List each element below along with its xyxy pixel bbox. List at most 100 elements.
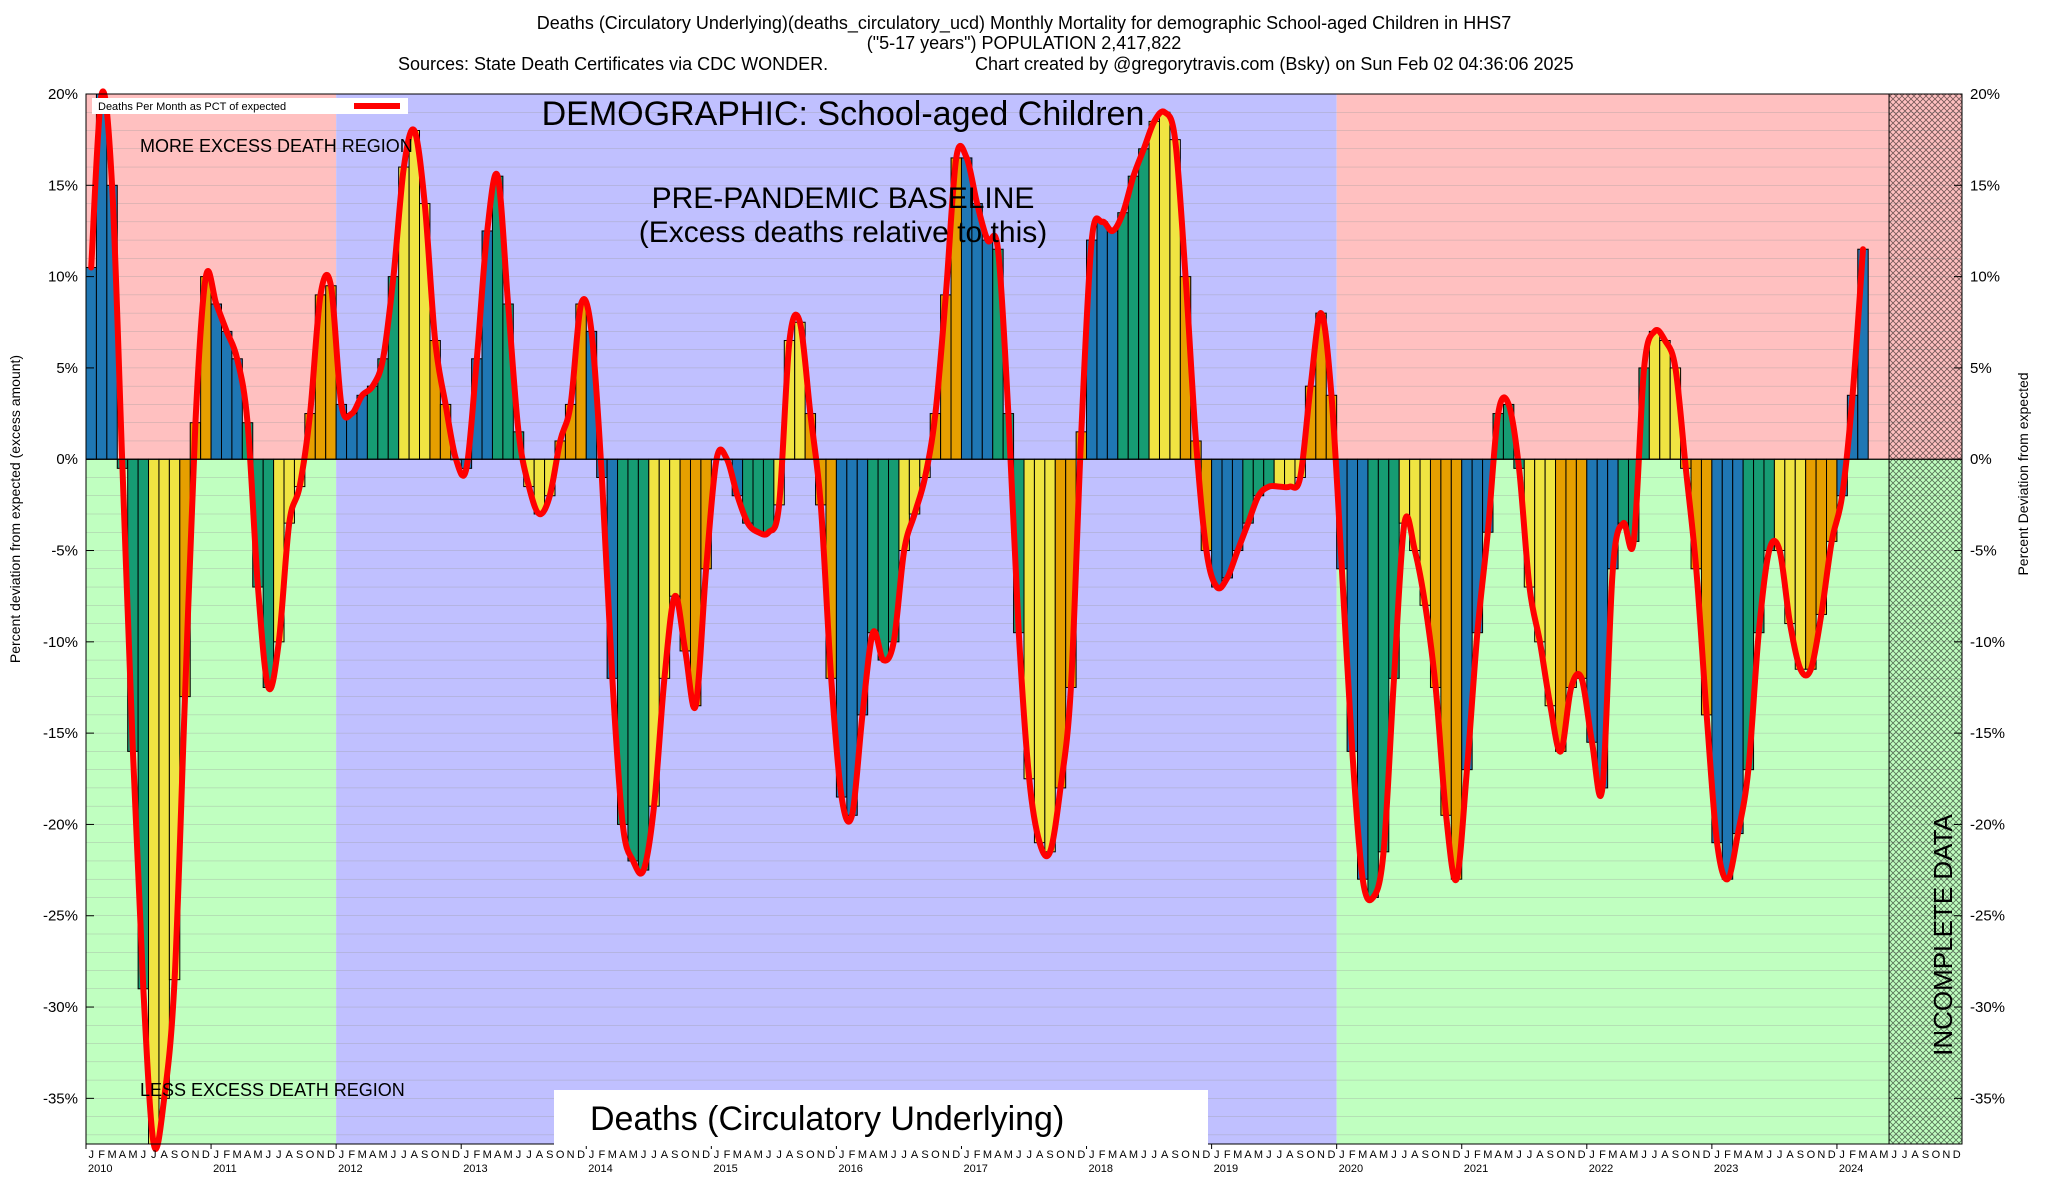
x-tick-month-label: D — [452, 1149, 460, 1161]
x-tick-month-label: S — [546, 1149, 553, 1161]
x-tick-month-label: J — [339, 1149, 345, 1161]
bar — [1763, 458, 1775, 552]
x-tick-month-label: J — [276, 1149, 282, 1161]
bar — [1148, 120, 1160, 460]
x-tick-month-label: J — [766, 1149, 772, 1161]
x-tick-month-label: D — [1453, 1149, 1461, 1161]
x-tick-month-label: O — [681, 1149, 690, 1161]
bar — [1284, 458, 1296, 488]
x-tick-month-label: J — [1026, 1149, 1032, 1161]
x-tick-month-label: O — [431, 1149, 440, 1161]
x-tick-month-label: J — [516, 1149, 522, 1161]
y-tick-label-left: -20% — [43, 816, 78, 833]
bar — [1106, 230, 1119, 460]
y-tick-label-left: 5% — [56, 360, 78, 377]
y-tick-label-right: 15% — [1970, 177, 2000, 194]
x-tick-month-label: M — [879, 1149, 888, 1161]
y-tick-label-right: 5% — [1970, 360, 1992, 377]
x-tick-month-label: A — [1786, 1149, 1794, 1161]
x-tick-month-label: D — [577, 1149, 585, 1161]
x-tick-year-label: 2023 — [1714, 1163, 1738, 1175]
x-tick-month-label: J — [1652, 1149, 1658, 1161]
bar — [1367, 458, 1379, 898]
y-axis-left-ticks: 20% 15% 10% 5% 0% -5% -10% -15% -20% -25% -30% -35%… — [7, 86, 94, 1107]
x-tick-year-label: 2013 — [463, 1163, 487, 1175]
x-tick-month-label: O — [1056, 1149, 1065, 1161]
x-tick-month-label: F — [98, 1149, 105, 1161]
series-line-path — [88, 88, 1866, 1152]
x-tick-month-label: J — [651, 1149, 657, 1161]
x-tick-month-label: A — [1495, 1149, 1503, 1161]
x-tick-month-label: J — [1089, 1149, 1095, 1161]
y-tick-label-left: -5% — [51, 543, 78, 560]
x-tick-month-label: J — [1589, 1149, 1595, 1161]
x-tick-month-label: A — [1244, 1149, 1252, 1161]
x-tick-month-label: S — [1171, 1149, 1178, 1161]
x-tick-month-label: F — [1724, 1149, 1731, 1161]
chart-source-text: Sources: State Death Certificates via CD… — [398, 54, 829, 74]
x-tick-year-label: 2011 — [213, 1163, 237, 1175]
x-tick-month-label: J — [839, 1149, 845, 1161]
baseline-annotation-line-1: PRE-PANDEMIC BASELINE — [652, 182, 1035, 215]
x-tick-month-label: S — [796, 1149, 803, 1161]
bar — [1117, 212, 1129, 460]
x-tick-month-label: A — [411, 1149, 419, 1161]
bar — [1648, 330, 1661, 460]
x-tick-year-label: 2012 — [338, 1163, 362, 1175]
bar — [1211, 458, 1223, 588]
x-tick-month-label: N — [1192, 1149, 1200, 1161]
chart-title-line-1: Deaths (Circulatory Underlying)(deaths_c… — [536, 13, 1512, 33]
x-tick-month-label: M — [1358, 1149, 1367, 1161]
x-tick-month-label: D — [1578, 1149, 1586, 1161]
x-tick-month-label: N — [1817, 1149, 1825, 1161]
bar — [1398, 458, 1411, 524]
x-tick-month-label: F — [849, 1149, 856, 1161]
demographic-annotation: DEMOGRAPHIC: School-aged Children — [542, 95, 1145, 133]
bar — [1565, 458, 1577, 688]
legend-label: Deaths Per Month as PCT of expected — [98, 101, 286, 113]
x-tick-month-label: A — [1286, 1149, 1294, 1161]
x-tick-month-label: A — [786, 1149, 794, 1161]
x-tick-month-label: J — [1402, 1149, 1408, 1161]
x-tick-month-label: A — [369, 1149, 377, 1161]
x-tick-month-label: D — [1828, 1149, 1836, 1161]
x-tick-month-label: J — [526, 1149, 532, 1161]
x-tick-month-label: A — [619, 1149, 627, 1161]
bottom-label-box — [554, 1090, 1208, 1146]
bar — [1127, 175, 1140, 460]
bar — [366, 385, 379, 460]
x-tick-month-label: F — [1599, 1149, 1606, 1161]
x-tick-month-label: M — [1629, 1149, 1638, 1161]
y-tick-label-right: 10% — [1970, 269, 2000, 286]
x-tick-year-label: 2018 — [1089, 1163, 1113, 1175]
x-tick-month-label: F — [473, 1149, 480, 1161]
x-tick-month-label: A — [1745, 1149, 1753, 1161]
x-tick-month-label: N — [1692, 1149, 1700, 1161]
x-tick-month-label: O — [1181, 1149, 1190, 1161]
bar — [1450, 458, 1463, 880]
x-tick-month-label: F — [599, 1149, 606, 1161]
x-tick-month-label: A — [286, 1149, 294, 1161]
x-tick-month-label: J — [141, 1149, 147, 1161]
x-tick-year-label: 2010 — [88, 1163, 112, 1175]
x-tick-month-label: J — [401, 1149, 407, 1161]
x-tick-month-label: F — [348, 1149, 355, 1161]
x-tick-month-label: M — [1754, 1149, 1763, 1161]
bar — [1096, 221, 1108, 460]
x-tick-month-label: M — [1483, 1149, 1492, 1161]
y-tick-label-left: -25% — [43, 908, 78, 925]
x-tick-month-label: O — [181, 1149, 190, 1161]
bar — [1794, 458, 1807, 670]
x-tick-month-label: J — [891, 1149, 897, 1161]
x-tick-month-label: J — [464, 1149, 470, 1161]
x-tick-month-label: J — [391, 1149, 397, 1161]
x-tick-month-label: S — [171, 1149, 178, 1161]
bar — [408, 130, 421, 460]
y-tick-label-right: -10% — [1970, 634, 2005, 651]
x-tick-month-label: D — [1077, 1149, 1085, 1161]
x-tick-month-label: J — [1266, 1149, 1272, 1161]
bar — [1659, 340, 1671, 460]
x-tick-month-label: O — [1932, 1149, 1941, 1161]
x-tick-month-label: O — [1556, 1149, 1565, 1161]
x-tick-month-label: M — [378, 1149, 387, 1161]
